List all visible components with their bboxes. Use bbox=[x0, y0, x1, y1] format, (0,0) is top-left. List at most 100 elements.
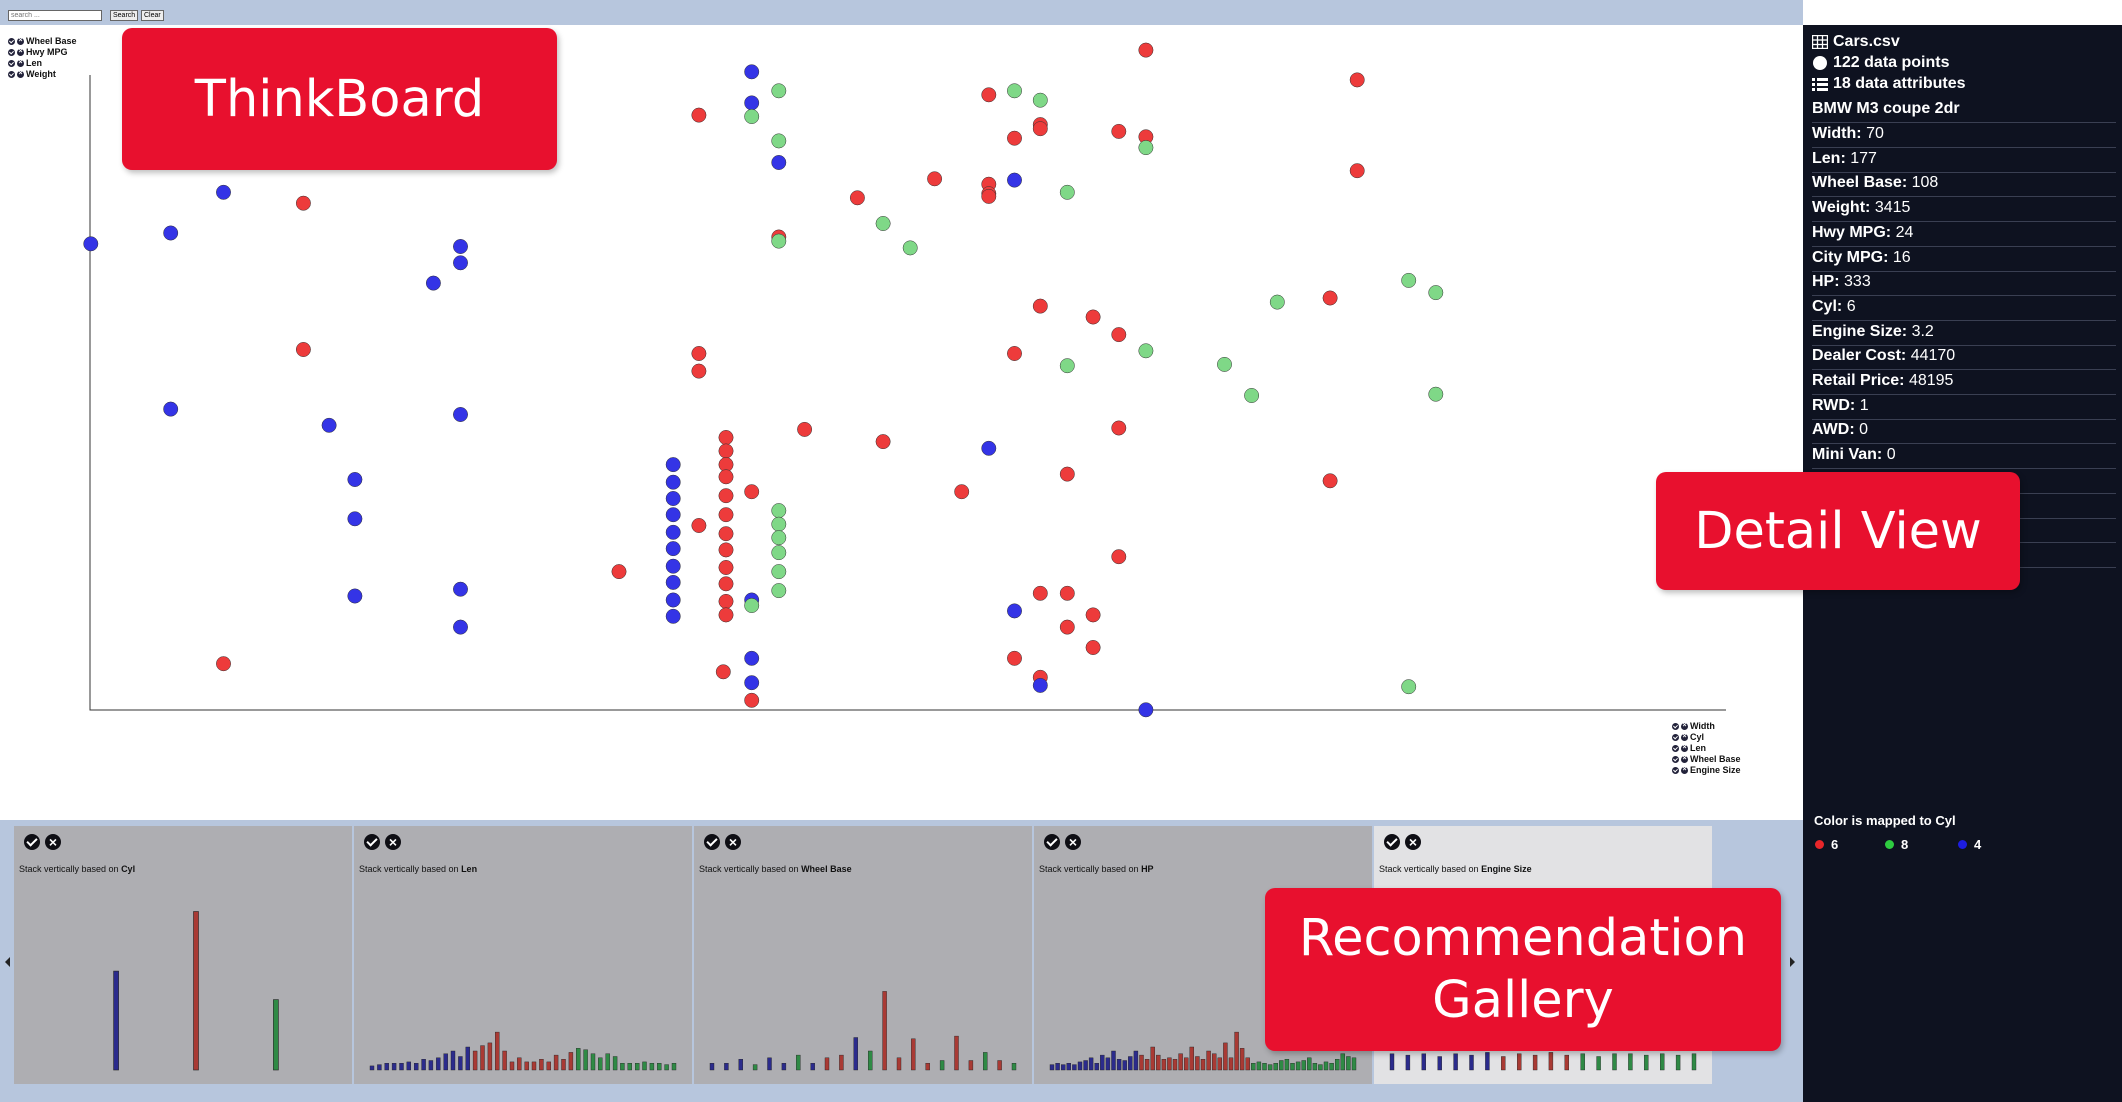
accept-check-icon[interactable] bbox=[24, 834, 40, 850]
accept-check-icon[interactable] bbox=[364, 834, 380, 850]
check-icon[interactable] bbox=[1672, 723, 1679, 730]
data-point[interactable] bbox=[163, 401, 179, 417]
check-icon[interactable] bbox=[1672, 756, 1679, 763]
data-point[interactable] bbox=[1032, 677, 1048, 693]
data-point[interactable] bbox=[1032, 585, 1048, 601]
data-point[interactable] bbox=[1322, 473, 1338, 489]
data-point[interactable] bbox=[771, 516, 787, 532]
data-point[interactable] bbox=[718, 443, 734, 459]
clear-button[interactable]: Clear bbox=[141, 10, 164, 21]
data-point[interactable] bbox=[744, 675, 760, 691]
data-point[interactable] bbox=[744, 95, 760, 111]
data-point[interactable] bbox=[1007, 650, 1022, 666]
data-point[interactable] bbox=[1244, 388, 1260, 403]
data-point[interactable] bbox=[902, 240, 918, 256]
data-point[interactable] bbox=[718, 607, 734, 623]
search-button[interactable]: Search bbox=[110, 10, 139, 21]
gallery-next-arrow-icon[interactable] bbox=[1790, 957, 1795, 967]
remove-icon[interactable] bbox=[1681, 765, 1688, 775]
data-point[interactable] bbox=[1111, 327, 1127, 343]
data-point[interactable] bbox=[771, 133, 787, 149]
data-point[interactable] bbox=[1322, 290, 1338, 306]
data-point[interactable] bbox=[744, 109, 760, 124]
data-point[interactable] bbox=[744, 650, 760, 666]
remove-icon[interactable] bbox=[1681, 732, 1688, 742]
data-point[interactable] bbox=[1428, 285, 1444, 301]
data-point[interactable] bbox=[216, 656, 231, 672]
check-icon[interactable] bbox=[8, 71, 15, 78]
data-point[interactable] bbox=[1007, 346, 1022, 361]
data-point[interactable] bbox=[1349, 163, 1365, 179]
data-point[interactable] bbox=[1059, 184, 1075, 200]
data-point[interactable] bbox=[718, 430, 734, 445]
dismiss-x-icon[interactable] bbox=[1065, 834, 1081, 850]
data-point[interactable] bbox=[718, 488, 734, 504]
data-point[interactable] bbox=[981, 188, 997, 204]
data-point[interactable] bbox=[744, 692, 760, 708]
data-point[interactable] bbox=[1111, 420, 1127, 436]
data-point[interactable] bbox=[981, 87, 997, 103]
data-point[interactable] bbox=[611, 564, 627, 580]
accept-check-icon[interactable] bbox=[1384, 834, 1400, 850]
data-point[interactable] bbox=[1032, 121, 1048, 137]
data-point[interactable] bbox=[927, 171, 943, 187]
dismiss-x-icon[interactable] bbox=[45, 834, 61, 850]
data-point[interactable] bbox=[1401, 679, 1417, 695]
data-point[interactable] bbox=[1032, 92, 1048, 108]
data-point[interactable] bbox=[453, 581, 468, 597]
data-point[interactable] bbox=[771, 545, 787, 561]
data-point[interactable] bbox=[744, 484, 760, 500]
data-point[interactable] bbox=[295, 342, 311, 357]
data-point[interactable] bbox=[771, 155, 787, 170]
data-point[interactable] bbox=[875, 434, 891, 450]
data-point[interactable] bbox=[1007, 83, 1022, 99]
recommendation-card[interactable]: Stack vertically based on Len bbox=[354, 826, 692, 1084]
data-point[interactable] bbox=[744, 64, 760, 80]
data-point[interactable] bbox=[715, 664, 731, 680]
data-point[interactable] bbox=[1085, 309, 1101, 325]
check-icon[interactable] bbox=[8, 38, 15, 45]
data-point[interactable] bbox=[665, 608, 681, 624]
data-point[interactable] bbox=[718, 576, 734, 592]
data-point[interactable] bbox=[1059, 585, 1075, 601]
data-point[interactable] bbox=[691, 363, 707, 379]
dismiss-x-icon[interactable] bbox=[385, 834, 401, 850]
data-point[interactable] bbox=[771, 503, 787, 519]
data-point[interactable] bbox=[1269, 294, 1285, 310]
data-point[interactable] bbox=[954, 484, 970, 500]
data-point[interactable] bbox=[1059, 466, 1075, 482]
data-point[interactable] bbox=[718, 469, 734, 485]
dismiss-x-icon[interactable] bbox=[1405, 834, 1421, 850]
data-point[interactable] bbox=[1059, 358, 1075, 374]
data-point[interactable] bbox=[1085, 607, 1101, 623]
data-point[interactable] bbox=[875, 216, 891, 231]
remove-icon[interactable] bbox=[17, 36, 24, 46]
data-point[interactable] bbox=[691, 107, 707, 123]
data-point[interactable] bbox=[718, 560, 734, 575]
data-point[interactable] bbox=[771, 83, 787, 99]
data-point[interactable] bbox=[1138, 140, 1154, 156]
data-point[interactable] bbox=[216, 184, 231, 200]
data-point[interactable] bbox=[1138, 702, 1154, 718]
data-point[interactable] bbox=[691, 346, 707, 361]
check-icon[interactable] bbox=[1672, 767, 1679, 774]
data-point[interactable] bbox=[453, 255, 468, 271]
thinkboard-canvas[interactable]: Wheel BaseHwy MPGLenWeight WidthCylLenWh… bbox=[0, 25, 1803, 820]
data-point[interactable] bbox=[849, 190, 865, 206]
data-point[interactable] bbox=[347, 472, 363, 487]
check-icon[interactable] bbox=[8, 60, 15, 67]
data-point[interactable] bbox=[691, 518, 707, 533]
data-point[interactable] bbox=[1111, 123, 1127, 139]
check-icon[interactable] bbox=[8, 49, 15, 56]
remove-icon[interactable] bbox=[17, 58, 24, 68]
data-point[interactable] bbox=[1007, 172, 1022, 188]
remove-icon[interactable] bbox=[17, 47, 24, 57]
data-point[interactable] bbox=[295, 195, 311, 211]
gallery-prev-arrow-icon[interactable] bbox=[5, 957, 10, 967]
data-point[interactable] bbox=[1059, 619, 1075, 635]
data-point[interactable] bbox=[665, 524, 681, 540]
data-point[interactable] bbox=[1007, 603, 1022, 619]
accept-check-icon[interactable] bbox=[1044, 834, 1060, 850]
data-point[interactable] bbox=[771, 530, 787, 546]
data-point[interactable] bbox=[347, 588, 363, 604]
